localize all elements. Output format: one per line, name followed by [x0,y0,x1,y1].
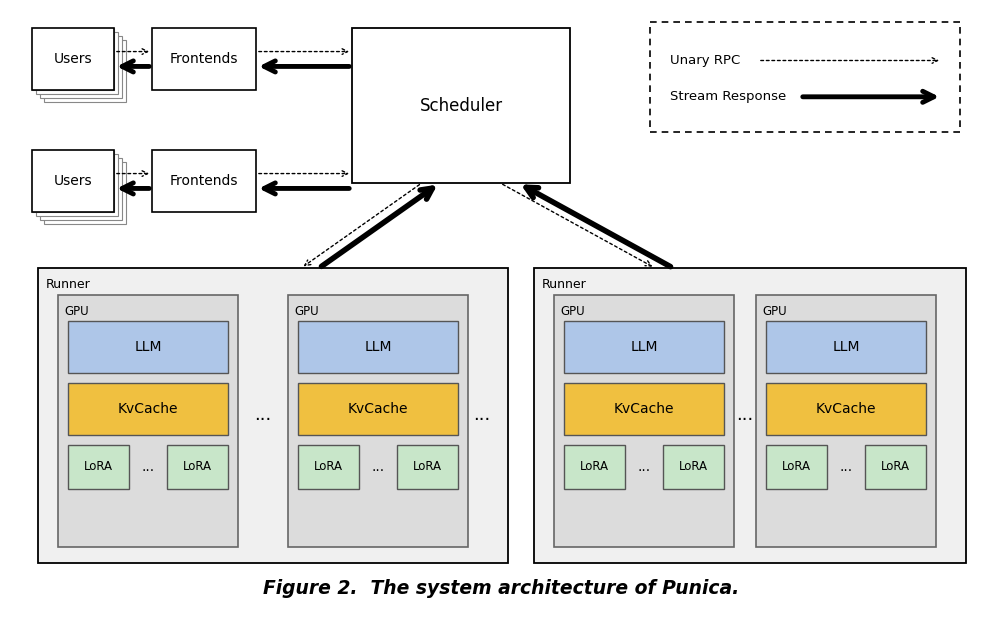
Bar [298,321,458,373]
Text: Figure 2.  The system architecture of Punica.: Figure 2. The system architecture of Pun… [263,580,739,598]
Text: Unary RPC: Unary RPC [670,54,740,67]
Text: ...: ... [372,460,385,474]
Bar [40,36,122,98]
Bar [44,162,126,224]
Bar [32,28,114,90]
Text: LLM: LLM [630,340,657,354]
Bar [32,28,114,90]
Bar [865,445,926,489]
Text: Users: Users [54,52,92,66]
Text: Runner: Runner [542,278,587,290]
Text: LoRA: LoRA [679,460,708,473]
Bar [554,295,734,547]
Bar [298,383,458,435]
Text: LLM: LLM [833,340,860,354]
Bar [32,150,114,212]
Bar [58,295,238,547]
Bar [650,22,960,132]
Bar [564,383,724,435]
Bar [40,158,122,220]
Text: Runner: Runner [46,278,91,290]
Bar [534,268,966,563]
Bar [352,28,570,183]
Bar [564,321,724,373]
Text: GPU: GPU [560,305,584,317]
Text: ...: ... [473,406,491,424]
Text: ...: ... [637,460,650,474]
Bar [564,445,625,489]
Text: KvCache: KvCache [614,402,674,416]
Text: LoRA: LoRA [84,460,113,473]
Text: LLM: LLM [134,340,161,354]
Text: GPU: GPU [294,305,319,317]
Text: ...: ... [141,460,154,474]
Text: KvCache: KvCache [816,402,877,416]
Bar [766,383,926,435]
Text: KvCache: KvCache [348,402,408,416]
Text: LoRA: LoRA [413,460,442,473]
Text: LoRA: LoRA [881,460,910,473]
Text: ...: ... [255,406,272,424]
Bar [68,383,228,435]
Bar [36,32,118,94]
Bar [38,268,508,563]
Text: Scheduler: Scheduler [420,97,503,115]
Bar [68,445,129,489]
Text: Frontends: Frontends [169,52,238,66]
Bar [756,295,936,547]
Text: LoRA: LoRA [183,460,212,473]
Text: GPU: GPU [64,305,88,317]
Bar [36,154,118,216]
Text: Users: Users [54,174,92,188]
Bar [44,40,126,102]
Bar [152,150,256,212]
Bar [32,150,114,212]
Text: ...: ... [840,460,853,474]
Text: LLM: LLM [365,340,392,354]
Bar [167,445,228,489]
Bar [288,295,468,547]
Text: KvCache: KvCache [118,402,178,416]
Text: GPU: GPU [762,305,787,317]
Bar [152,28,256,90]
Bar [663,445,724,489]
Bar [766,321,926,373]
Text: LoRA: LoRA [580,460,609,473]
Text: Stream Response: Stream Response [670,90,787,103]
Text: Frontends: Frontends [169,174,238,188]
Bar [68,321,228,373]
Text: LoRA: LoRA [782,460,811,473]
Bar [397,445,458,489]
Bar [298,445,359,489]
Bar [766,445,827,489]
Text: ...: ... [736,406,754,424]
Text: LoRA: LoRA [314,460,343,473]
